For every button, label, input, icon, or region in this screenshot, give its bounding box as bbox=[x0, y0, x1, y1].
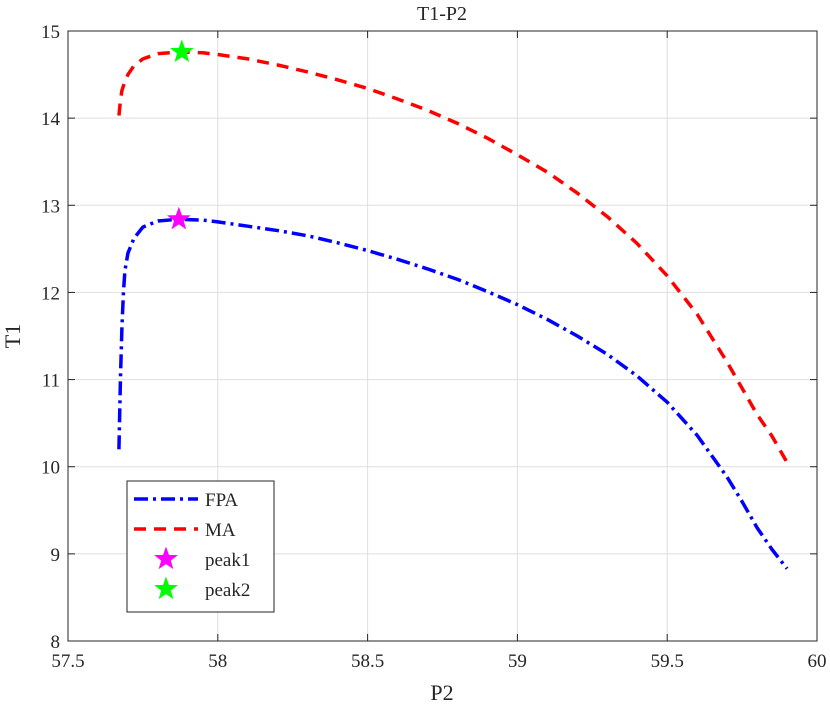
legend-label-peak1: peak1 bbox=[205, 550, 250, 571]
marker-peak2 bbox=[169, 39, 194, 63]
series-line-ma bbox=[117, 50, 789, 464]
plot-frame bbox=[67, 30, 818, 642]
y-tick-label: 15 bbox=[41, 22, 60, 43]
legend-label-peak2: peak2 bbox=[205, 580, 250, 601]
y-axis-label: T1 bbox=[0, 324, 25, 348]
legend-items: FPA MA peak1 peak2 bbox=[134, 490, 250, 601]
x-tick-label: 59.5 bbox=[651, 651, 684, 672]
x-tick-label: 58 bbox=[208, 651, 227, 672]
series-layer bbox=[117, 39, 789, 570]
y-tick-label: 12 bbox=[41, 283, 60, 304]
legend-label-fpa: FPA bbox=[205, 490, 238, 511]
y-tick-label: 8 bbox=[51, 632, 61, 653]
x-tick-label: 59 bbox=[508, 651, 527, 672]
tick-labels: 57.5 58 58.5 59 59.5 60 8 9 10 11 12 13 14 15 bbox=[41, 22, 827, 672]
series-line-fpa bbox=[117, 217, 789, 570]
legend-label-ma: MA bbox=[205, 520, 236, 541]
y-tick-label: 14 bbox=[41, 109, 61, 130]
y-tick-label: 9 bbox=[51, 545, 61, 566]
legend-marker-peak1 bbox=[154, 546, 178, 570]
legend-box bbox=[126, 480, 275, 613]
legend-marker-peak2 bbox=[154, 576, 178, 600]
x-tick-label: 58.5 bbox=[351, 651, 384, 672]
y-tick-label: 11 bbox=[42, 371, 60, 392]
ticks bbox=[67, 30, 818, 642]
x-axis-label: P2 bbox=[430, 680, 453, 705]
chart-title: T1-P2 bbox=[417, 3, 467, 25]
y-tick-label: 10 bbox=[41, 458, 60, 479]
y-tick-label: 13 bbox=[41, 196, 60, 217]
x-tick-label: 60 bbox=[808, 651, 827, 672]
legend: FPA MA peak1 peak2 bbox=[126, 480, 275, 613]
marker-peak1 bbox=[166, 206, 191, 230]
x-tick-label: 57.5 bbox=[51, 651, 84, 672]
